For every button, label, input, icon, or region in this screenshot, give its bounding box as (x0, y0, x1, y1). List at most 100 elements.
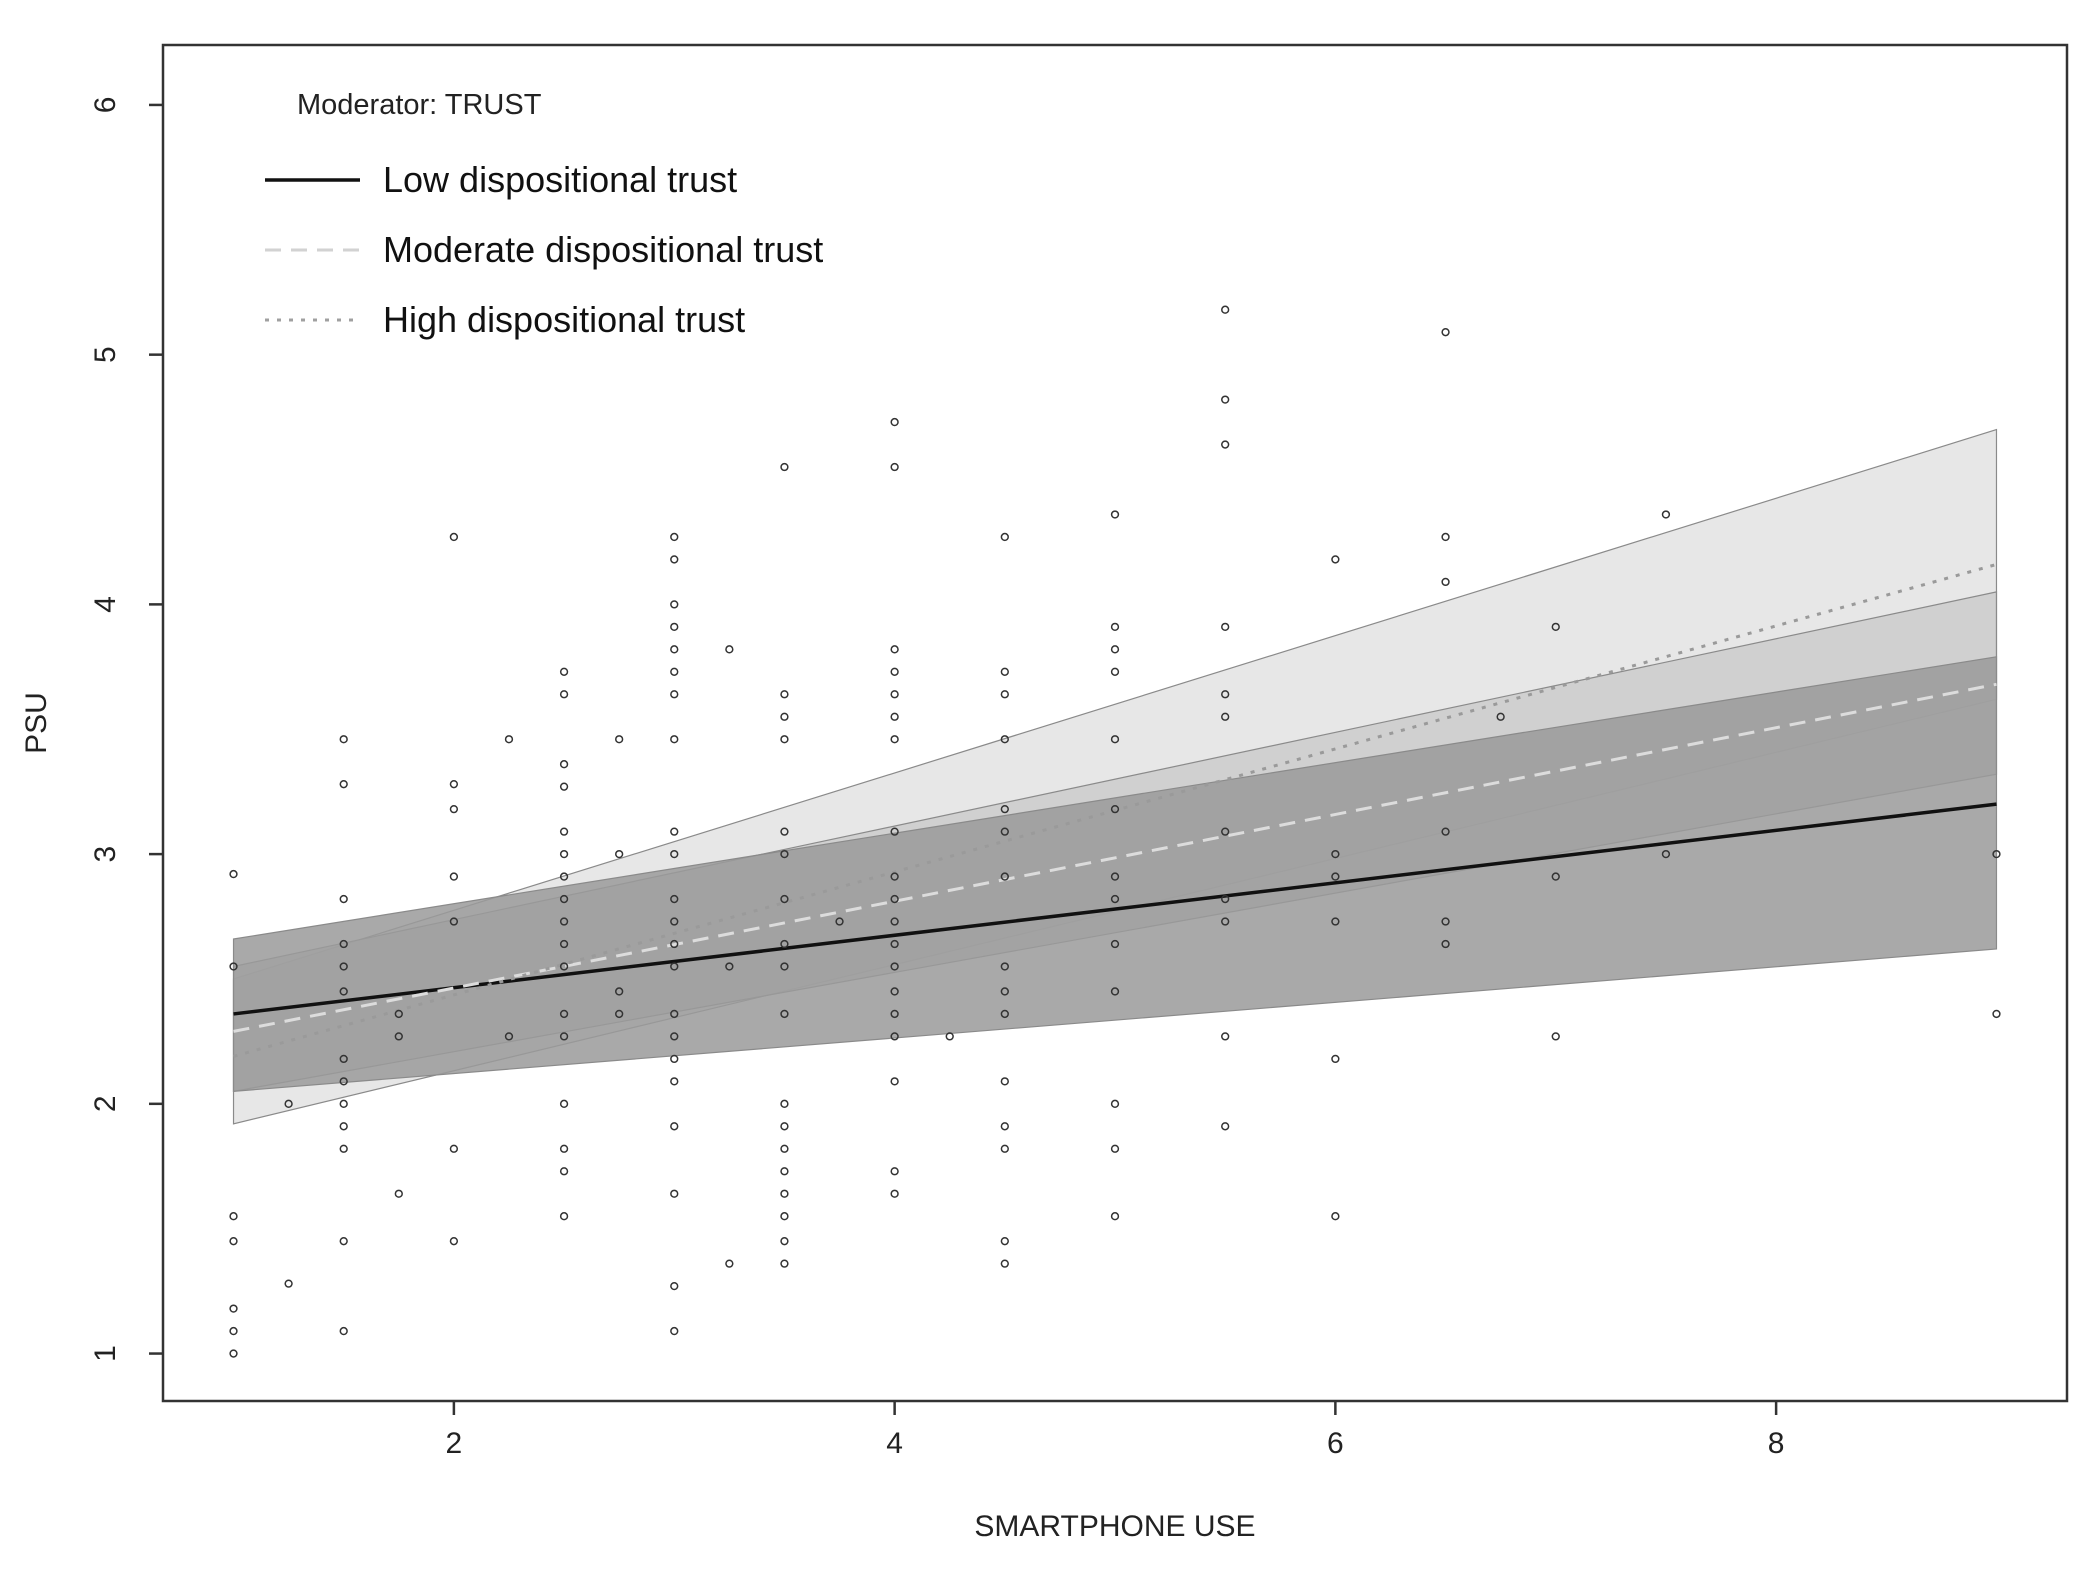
data-point (1661, 510, 1671, 519)
data-point (449, 917, 459, 926)
data-point (780, 962, 789, 971)
data-point (1221, 712, 1230, 721)
data-point (1000, 1259, 1009, 1268)
data-point (449, 780, 459, 789)
data-point (1000, 1237, 1009, 1246)
regression-line-1 (233, 682, 1997, 1033)
data-point (1551, 872, 1560, 881)
data-point (559, 939, 569, 949)
data-point (615, 735, 624, 744)
data-point (449, 1144, 459, 1153)
data-point (890, 417, 899, 427)
data-point (339, 1144, 348, 1153)
data-point (670, 667, 679, 676)
data-point (670, 1009, 679, 1019)
data-point (1496, 712, 1505, 721)
data-point (780, 827, 789, 836)
y-axis: 1 2 3 4 5 6 (89, 97, 163, 1362)
data-point (504, 1032, 514, 1041)
data-point (449, 872, 459, 881)
scatter-points (229, 305, 2001, 1358)
data-point (890, 735, 899, 744)
data-point (1110, 1099, 1120, 1108)
data-point (670, 1189, 679, 1198)
x-axis-label: SMARTPHONE USE (974, 1510, 1255, 1543)
data-point (1331, 872, 1340, 881)
data-point (890, 894, 899, 904)
data-point (1000, 805, 1009, 814)
data-point (1000, 827, 1009, 836)
data-point (1000, 1144, 1009, 1153)
data-point (1000, 962, 1009, 971)
data-point (284, 1279, 293, 1288)
x-tick-label: 4 (886, 1427, 903, 1460)
data-point (559, 849, 569, 859)
data-point (559, 1099, 569, 1108)
data-point (615, 849, 624, 859)
data-point (339, 1054, 348, 1064)
data-point (1551, 1032, 1560, 1041)
data-point (890, 690, 899, 699)
x-tick-label: 2 (446, 1427, 463, 1460)
data-point (780, 894, 789, 904)
data-point (1221, 827, 1230, 836)
y-tick-label: 1 (89, 1345, 122, 1362)
legend-entry-label: High dispositional trust (383, 299, 745, 340)
data-point (449, 532, 459, 542)
data-point (339, 987, 348, 996)
data-point (615, 1009, 624, 1019)
confidence-bands (232, 428, 1998, 1125)
legend-entry-label: Low dispositional trust (383, 159, 737, 200)
plot-frame (161, 43, 2069, 1403)
data-point (890, 987, 899, 996)
data-point (890, 667, 899, 676)
data-point (1331, 917, 1340, 926)
data-point (284, 1099, 293, 1108)
data-point (780, 462, 789, 472)
data-point (890, 917, 899, 926)
data-point (339, 1099, 348, 1108)
data-point (780, 849, 789, 859)
data-point (1110, 805, 1120, 814)
data-point (670, 1077, 679, 1086)
data-point (339, 939, 348, 949)
data-point (890, 827, 899, 836)
data-point (670, 962, 679, 971)
data-point (780, 1237, 789, 1246)
data-point (1110, 510, 1120, 519)
data-point (1992, 1009, 2001, 1019)
data-point (1110, 987, 1120, 996)
data-point (780, 1259, 789, 1268)
data-point (1221, 917, 1230, 926)
data-point (670, 1122, 679, 1131)
data-point (1000, 872, 1009, 881)
data-point (1110, 894, 1120, 904)
data-point (339, 780, 348, 789)
data-point (1110, 667, 1120, 676)
data-point (339, 1077, 348, 1086)
data-point (890, 872, 899, 881)
data-point (890, 1167, 899, 1176)
data-point (1551, 622, 1560, 632)
data-point (780, 1189, 789, 1198)
data-point (780, 712, 789, 721)
data-point (890, 962, 899, 971)
data-point (339, 1326, 348, 1336)
data-point (615, 987, 624, 996)
data-point (559, 1032, 569, 1041)
data-point (1221, 690, 1230, 699)
data-point (1441, 532, 1450, 542)
data-point (1992, 849, 2001, 859)
data-point (1221, 1032, 1230, 1041)
ci-band-0 (232, 656, 1998, 1092)
y-tick-label: 2 (89, 1095, 122, 1112)
x-axis: 2 4 6 8 (446, 1401, 1785, 1460)
x-tick-label: 8 (1768, 1427, 1785, 1460)
data-point (1000, 1077, 1009, 1086)
data-point (780, 939, 789, 949)
data-point (559, 782, 569, 791)
data-point (1000, 667, 1009, 676)
y-tick-label: 4 (89, 596, 122, 613)
